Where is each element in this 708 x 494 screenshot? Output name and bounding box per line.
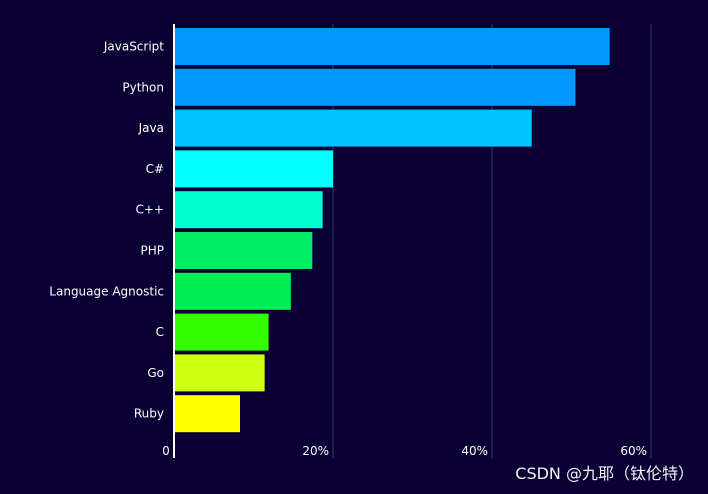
category-label-9: Ruby bbox=[134, 407, 164, 421]
category-label-2: Java bbox=[138, 121, 164, 135]
bar-1 bbox=[174, 68, 576, 106]
category-label-7: C bbox=[156, 325, 164, 339]
watermark: CSDN @九耶（钛伦特） bbox=[515, 464, 694, 483]
x-tick-label-2: 40% bbox=[461, 444, 488, 458]
bar-2 bbox=[174, 109, 532, 147]
bar-0 bbox=[174, 28, 610, 65]
category-label-8: Go bbox=[147, 366, 164, 380]
bar-9 bbox=[174, 395, 240, 433]
category-label-3: C# bbox=[146, 162, 164, 176]
bar-8 bbox=[174, 354, 265, 392]
x-tick-labels: 0 20% 40% 60% bbox=[162, 444, 647, 458]
category-label-4: C++ bbox=[136, 203, 165, 217]
category-label-6: Language Agnostic bbox=[49, 284, 164, 298]
bar-5 bbox=[174, 232, 313, 269]
category-label-0: JavaScript bbox=[103, 40, 164, 54]
bar-6 bbox=[174, 272, 291, 310]
bar-4 bbox=[174, 191, 323, 229]
category-label-1: Python bbox=[122, 80, 164, 94]
bar-3 bbox=[174, 150, 333, 188]
category-labels: JavaScript Python Java C# C++ PHP Language Agn… bbox=[49, 40, 164, 421]
x-tick-label-0: 0 bbox=[162, 444, 170, 458]
category-label-5: PHP bbox=[141, 244, 165, 258]
bar-7 bbox=[174, 313, 269, 351]
x-tick-label-1: 20% bbox=[302, 444, 329, 458]
bars bbox=[174, 28, 610, 433]
x-tick-label-3: 60% bbox=[620, 444, 647, 458]
